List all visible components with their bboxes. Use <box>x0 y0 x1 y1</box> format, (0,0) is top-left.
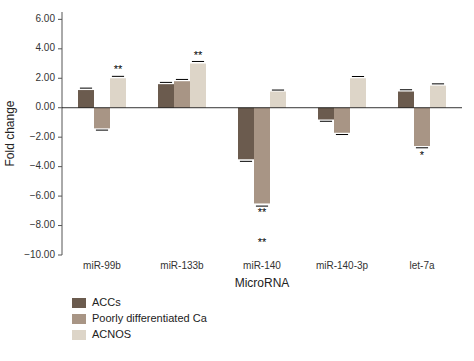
y-tick <box>58 78 62 79</box>
y-tick-label: −6.00 <box>30 190 56 201</box>
bar <box>398 92 414 108</box>
y-tick-label: −8.00 <box>30 219 56 230</box>
y-tick <box>58 166 62 167</box>
error-cap <box>160 82 172 83</box>
x-tick-label: miR-99b <box>83 260 121 271</box>
error-cap <box>352 76 364 77</box>
y-tick-label: −10.00 <box>24 249 55 260</box>
error-cap <box>272 90 284 91</box>
series <box>110 64 446 108</box>
chart: 6.00 4.00 2.00 0.00 −2.00 −4.00 −6.00 −8.00 −10.… <box>0 0 474 361</box>
bar <box>350 78 366 107</box>
x-tick-label: miR-140-3p <box>316 260 369 271</box>
significance-label: ** <box>258 236 267 248</box>
error-cap <box>240 161 252 162</box>
error-cap <box>432 83 444 84</box>
significance-label: ** <box>194 49 203 61</box>
legend-label: ACCs <box>92 296 121 308</box>
significance-label: ** <box>258 206 267 218</box>
bar <box>318 108 334 120</box>
y-tick-label: 4.00 <box>36 42 56 53</box>
x-axis: miR-99b miR-133b miR-140 miR-140-3p let-7a <box>83 260 435 271</box>
y-axis-label: Fold change <box>3 100 17 166</box>
bar <box>110 78 126 107</box>
bar <box>254 108 270 204</box>
legend: ACCs Poorly differentiated Ca ACNOS <box>72 296 208 340</box>
y-tick-label: 0.00 <box>36 101 56 112</box>
y-tick <box>58 225 62 226</box>
bar <box>414 108 430 146</box>
significance-label: ** <box>114 63 123 75</box>
x-axis-label: MicroRNA <box>235 276 290 290</box>
legend-swatch <box>72 314 86 324</box>
y-tick <box>58 107 62 108</box>
bar <box>238 108 254 160</box>
y-tick <box>58 196 62 197</box>
bar <box>158 84 174 108</box>
error-cap <box>400 89 412 90</box>
y-tick-label: 6.00 <box>36 13 56 24</box>
y-tick <box>58 255 62 256</box>
error-cap <box>96 130 108 131</box>
error-cap <box>176 79 188 80</box>
error-cap <box>320 121 332 122</box>
y-tick-label: −4.00 <box>30 160 56 171</box>
series <box>94 81 430 203</box>
y-tick-label: −2.00 <box>30 131 56 142</box>
bar <box>174 81 190 108</box>
y-tick-label: 2.00 <box>36 72 56 83</box>
y-tick <box>58 48 62 49</box>
legend-swatch <box>72 298 86 308</box>
legend-label: Poorly differentiated Ca <box>92 312 208 324</box>
zero-line <box>62 107 462 108</box>
error-cap <box>336 134 348 135</box>
annotations: ********* <box>114 49 425 248</box>
x-tick-label: let-7a <box>409 260 434 271</box>
x-tick-label: miR-140 <box>243 260 281 271</box>
legend-swatch <box>72 330 86 340</box>
error-cap <box>80 88 92 89</box>
bar <box>94 108 110 129</box>
bar <box>190 64 206 108</box>
significance-label: * <box>420 149 425 161</box>
bar <box>270 92 286 108</box>
y-tick <box>58 137 62 138</box>
error-cap <box>112 76 124 77</box>
bar <box>78 90 94 108</box>
y-axis: 6.00 4.00 2.00 0.00 −2.00 −4.00 −6.00 −8.00 −10.… <box>24 12 62 260</box>
y-tick <box>58 19 62 20</box>
legend-label: ACNOS <box>92 328 131 340</box>
x-tick-label: miR-133b <box>160 260 204 271</box>
plot-area <box>62 61 462 206</box>
bar <box>334 108 350 133</box>
bar <box>430 86 446 108</box>
error-cap <box>192 61 204 62</box>
